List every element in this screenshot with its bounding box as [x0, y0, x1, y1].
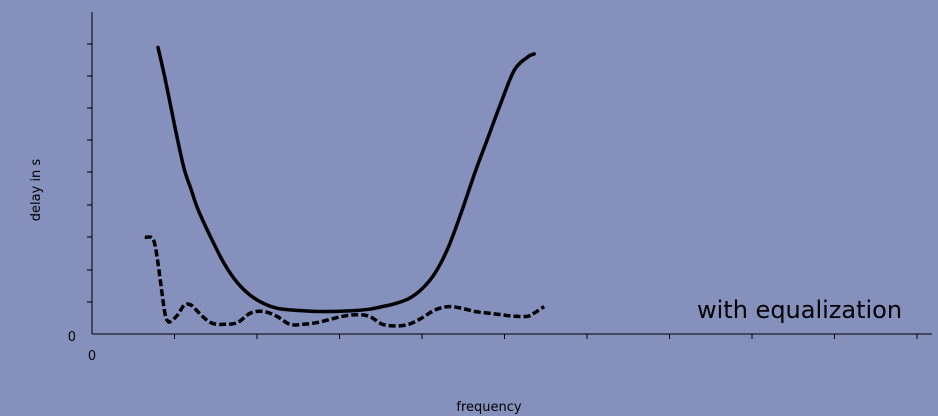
equalization-annotation: with equalization — [697, 296, 902, 324]
x-axis-title: frequency — [456, 400, 522, 415]
series-layer — [144, 45, 546, 328]
y-tick-label-zero: 0 — [68, 330, 76, 345]
x-tick-label-zero: 0 — [88, 349, 96, 364]
axes — [87, 12, 932, 339]
series-line-dashed — [144, 235, 546, 328]
y-ticks — [87, 43, 92, 303]
y-axis-title: delay in s — [29, 159, 44, 222]
x-ticks — [174, 334, 918, 339]
series-line-solid — [156, 45, 536, 314]
